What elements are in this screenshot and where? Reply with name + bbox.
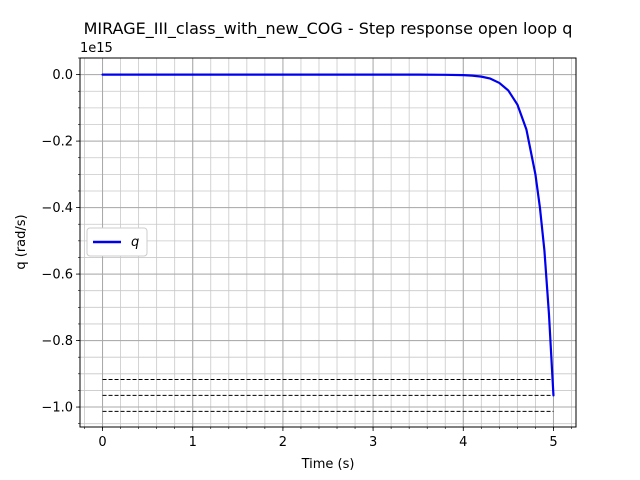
y-tick-label: 0.0: [52, 68, 73, 83]
series-layer: [101, 73, 555, 397]
y-tick-label: −0.6: [41, 268, 73, 283]
y-axis-label: q (rad/s): [14, 214, 29, 269]
x-tick-label: 5: [549, 435, 557, 450]
plot-frame: [79, 57, 577, 428]
x-axis-label: Time (s): [301, 457, 355, 472]
axis-ticks: [76, 57, 572, 431]
chart-title: MIRAGE_III_class_with_new_COG - Step res…: [84, 19, 573, 39]
legend-entry-q: q: [131, 235, 139, 250]
x-tick-label: 1: [189, 435, 197, 450]
y-tick-label: −1.0: [41, 401, 73, 416]
x-tick-labels: 0 1 2 3 4 5: [98, 435, 557, 450]
y-tick-labels: 0.0 −0.2 −0.4 −0.6 −0.8 −1.0: [41, 68, 73, 415]
legend: q: [86, 227, 148, 257]
x-tick-label: 4: [459, 435, 467, 450]
reference-lines: [102, 378, 554, 412]
y-offset-label: 1e15: [80, 41, 113, 56]
x-tick-label: 0: [98, 435, 106, 450]
y-tick-label: −0.2: [41, 135, 73, 150]
x-tick-label: 2: [279, 435, 287, 450]
x-tick-label: 3: [369, 435, 377, 450]
y-tick-label: −0.4: [41, 201, 73, 216]
y-tick-label: −0.8: [41, 334, 73, 349]
series-line-q: [101, 73, 555, 397]
minor-grid: [80, 57, 576, 427]
